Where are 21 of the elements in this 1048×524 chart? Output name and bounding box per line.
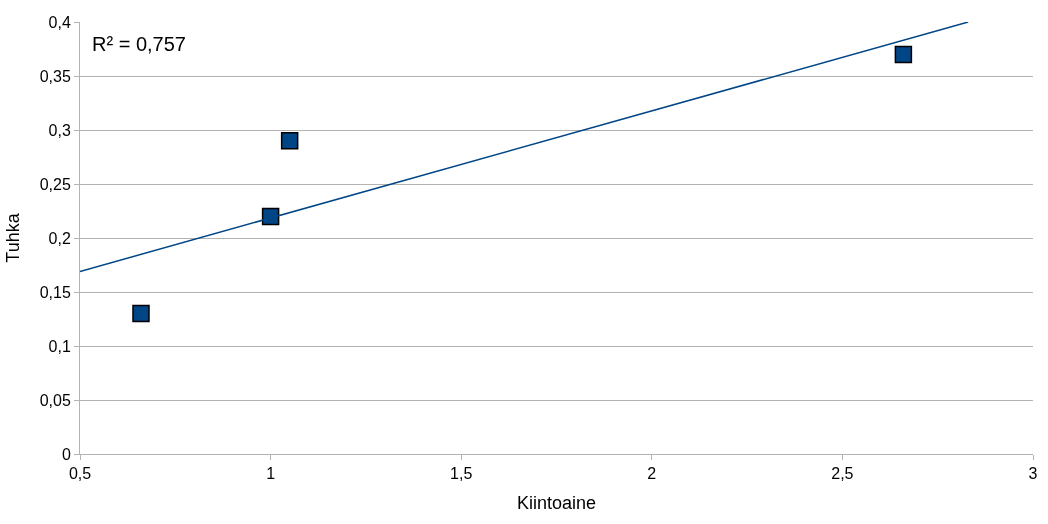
point xyxy=(894,45,913,64)
y-tick-label: 0,35 xyxy=(39,67,71,85)
y-tick-label: 0,25 xyxy=(39,175,71,193)
y-tick-label: 0,1 xyxy=(48,337,71,355)
x-tick-label: 2 xyxy=(647,465,657,483)
y-tick-label: 0,05 xyxy=(39,391,71,409)
y-tick-label: 0,2 xyxy=(48,229,71,247)
x-axis-title: Kiintoaine xyxy=(516,493,597,514)
x-tick-label: 1,5 xyxy=(450,465,473,483)
y-tick-label: 0 xyxy=(61,445,71,463)
y-tick-label: 0,15 xyxy=(39,283,71,301)
y-tick-label: 0,4 xyxy=(48,13,71,31)
x-tick-label: 2,5 xyxy=(831,465,854,483)
x-tick-label: 3 xyxy=(1028,465,1038,483)
annotation: R² = 0,757 xyxy=(92,33,186,55)
y-tick-label: 0,3 xyxy=(48,121,71,139)
point xyxy=(280,132,299,150)
x-tick-label: 1 xyxy=(266,465,276,483)
point xyxy=(132,304,150,323)
x-tick-label: 0,5 xyxy=(68,465,92,483)
y-axis-title: Tuhka xyxy=(2,212,23,263)
